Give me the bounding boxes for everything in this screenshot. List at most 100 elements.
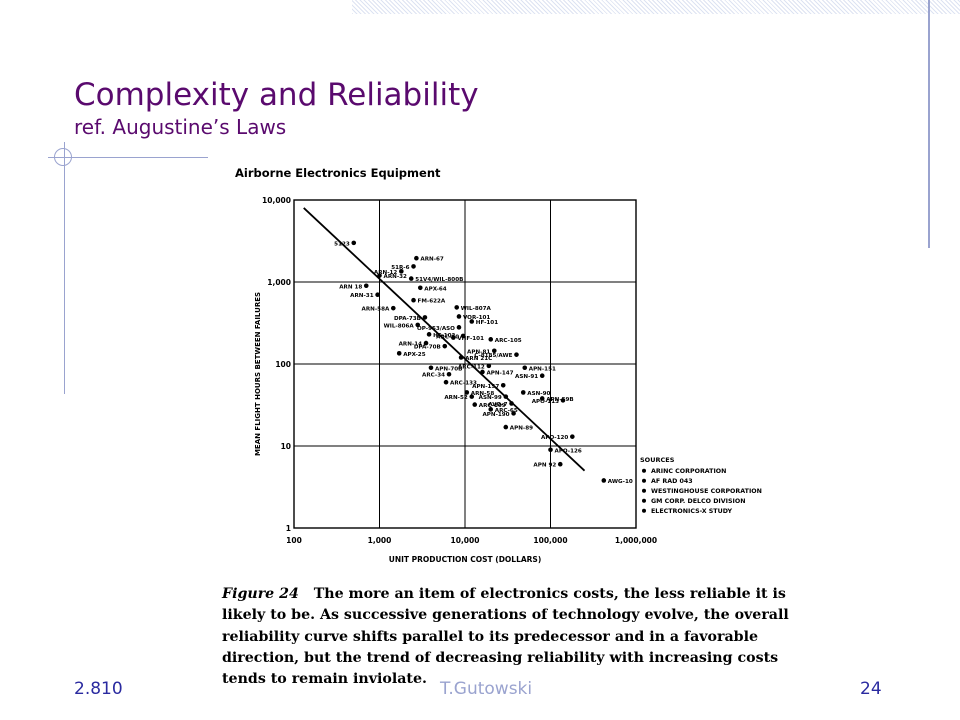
y-tick-label: 100 [275,360,291,369]
data-point [488,407,494,412]
data-point-label: ARC-65 [495,408,518,414]
y-tick-label: 10 [281,442,291,451]
trend-line [303,207,586,472]
data-point-label: ARC-133 [450,381,477,387]
data-point [522,365,528,371]
data-point [446,371,452,377]
data-point-label: APN-147 [486,370,513,376]
x-tick-label: 100,000 [533,536,567,545]
data-point-label: APN-190 [482,412,509,418]
data-point [601,478,607,483]
data-point [539,396,545,401]
legend-title: SOURCES [640,456,675,464]
x-tick-label: 100 [286,536,302,545]
data-point-label: 51V4/WIL-800B [415,277,463,283]
data-point-label: ARN-58 [471,391,495,397]
data-point [396,351,402,356]
data-point [423,340,429,346]
corner-circle-ornament [54,148,72,166]
footer-author: T.Gutowski [440,679,533,699]
data-point-label: FM-622A [418,299,446,305]
data-point-label: OP-953/ASO [417,326,455,332]
data-point-label: HF-102 [433,333,455,339]
data-point-label: ARN-31 [350,293,374,299]
y-tick-label: 10,000 [262,196,291,205]
data-point [411,297,416,303]
data-point-label: APO-113 [532,399,559,405]
legend-item: ELECTRONICS-X STUDY [651,508,732,515]
data-point [443,379,449,385]
data-point [469,319,475,324]
slide-title: Complexity and Reliability [74,77,479,113]
data-point [472,402,478,407]
data-point-label: ARN-12 [374,270,398,276]
data-point [351,240,357,246]
data-point-label: APN-151 [529,366,556,372]
x-tick-label: 1,000 [368,536,392,545]
top-decorative-band [352,0,960,14]
data-point [408,276,414,281]
legend-marker [642,478,646,483]
data-point-label: AWG-10 [608,479,633,485]
data-point [451,335,456,340]
data-point [488,337,494,342]
data-point [500,382,506,388]
data-point [539,373,545,378]
data-point-label: APN-89 [510,426,533,432]
legend-marker [642,488,646,493]
legend-item: AF RAD 043 [651,478,693,485]
y-axis-label: MEAN FLIGHT HOURS BETWEEN FAILURES [254,292,262,456]
data-point [428,365,434,371]
data-point [486,363,492,369]
data-point [454,305,460,310]
left-accent-line [64,142,65,394]
data-point [520,390,526,395]
caption-figure-label: Figure 24 [222,586,299,602]
data-point-label: C-8185/AWE [474,353,512,359]
data-point-label: ARC-112 [458,364,485,370]
data-point [460,333,466,339]
data-point-label: WIL-807A [461,306,492,312]
chart-title: Airborne Electronics Equipment [235,166,441,180]
data-point [363,283,369,289]
data-point [422,315,428,320]
data-point [503,394,509,399]
y-tick-label: 1,000 [267,278,291,287]
data-point-label: APO-120 [541,435,568,441]
data-point-label: HF-101 [476,320,498,326]
legend-item: ARINC CORPORATION [651,468,726,475]
data-point-label: DPA-70B [414,345,441,351]
legend-marker [642,468,646,473]
data-point [557,461,563,467]
footer-page-number: 24 [860,679,882,699]
figure-caption: Figure 24 The more an item of electronic… [222,584,822,690]
data-point-label: ARN 18 [339,284,362,290]
data-point-label: VHF-101 [457,336,484,342]
data-point [415,322,421,328]
data-point [377,273,382,278]
legend-marker [642,508,646,513]
data-point-label: APN-157 [472,384,499,390]
data-point-label: 5123 [334,241,350,247]
data-point-label: ARC-105 [495,338,522,344]
data-point-label: ARN-32 [384,274,408,280]
y-tick-label: 1 [286,524,291,533]
chart-svg: Airborne Electronics Equipment 100 1,000 10… [235,166,762,564]
x-tick-label: 10,000 [451,536,480,545]
data-point-label: AVO-7 [488,402,507,408]
data-point [491,348,497,354]
data-point-label: ARN-58A [362,307,390,313]
reliability-chart: Airborne Electronics Equipment 100 1,000 10… [208,158,820,678]
x-axis-label: UNIT PRODUCTION COST (DOLLARS) [389,555,542,564]
caption-text: The more an item of electronics costs, t… [222,586,789,688]
data-point-label: ARC-90 [436,334,459,340]
data-point-label: 51R-6 [391,265,409,271]
data-point [456,314,462,319]
right-accent-line [928,0,930,248]
data-point-label: ASN-99 [479,395,502,401]
data-point-label: ARC-109 [479,403,506,409]
data-point [375,292,380,298]
title-underline [48,157,208,158]
data-point [399,269,404,274]
data-point-label: ARN-14 [399,342,423,348]
